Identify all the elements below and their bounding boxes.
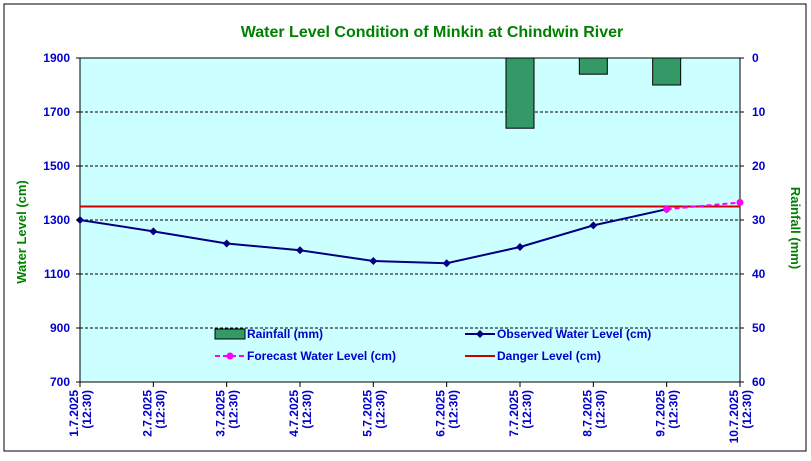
- x-tick-date: 9.7.2025: [654, 390, 668, 437]
- x-tick-label: 1.7.2025(12:30): [67, 390, 94, 437]
- x-tick-time: (12:30): [80, 390, 94, 429]
- x-tick-date: 4.7.2025: [287, 390, 301, 437]
- legend: Rainfall (mm) Observed Water Level (cm) Fo…: [214, 327, 651, 363]
- x-tick-date: 1.7.2025: [67, 390, 81, 437]
- observed-point: [149, 227, 158, 236]
- observed-point: [516, 243, 524, 251]
- y2-tick-label: 0: [752, 51, 759, 65]
- y-axis-title: Water Level (cm): [14, 180, 29, 284]
- x-tick-label: 3.7.2025(12:30): [214, 390, 241, 437]
- y-tick-label: 700: [50, 375, 70, 389]
- y-tick-label: 1300: [43, 213, 70, 227]
- legend-label: Observed Water Level (cm): [497, 327, 651, 341]
- y2-tick-label: 10: [752, 105, 766, 119]
- x-tick-date: 7.7.2025: [507, 390, 521, 437]
- x-tick-label: 4.7.2025(12:30): [287, 390, 314, 437]
- x-tick-time: (12:30): [520, 390, 534, 429]
- y2-tick-label: 60: [752, 375, 766, 389]
- y-tick-label: 900: [50, 321, 70, 335]
- y2-tick-label: 30: [752, 213, 766, 227]
- x-tick-time: (12:30): [300, 390, 314, 429]
- legend-marker-observed: [476, 330, 484, 338]
- x-tick-time: (12:30): [373, 390, 387, 429]
- x-tick-label: 9.7.2025(12:30): [654, 390, 681, 437]
- observed-point: [369, 257, 378, 266]
- forecast-point: [663, 205, 671, 213]
- x-tick-label: 2.7.2025(12:30): [140, 390, 167, 437]
- forecast-water-level-line: [666, 201, 741, 211]
- x-tick-time: (12:30): [593, 390, 607, 429]
- grid-lines: [80, 111, 740, 329]
- rainfall-bar: [505, 57, 535, 129]
- x-tick-label: 5.7.2025(12:30): [360, 390, 387, 437]
- y2-tick-label: 50: [752, 321, 766, 335]
- rainfall-bar: [652, 57, 682, 86]
- x-tick-time: (12:30): [667, 390, 681, 429]
- y-tick-label: 1900: [43, 51, 70, 65]
- rainfall-bar: [578, 57, 608, 75]
- x-tick-date: 3.7.2025: [214, 390, 228, 437]
- y-tick-label: 1100: [44, 267, 70, 281]
- x-tick-time: (12:30): [447, 390, 461, 429]
- x-tick-label: 10.7.2025(12:30): [727, 390, 754, 444]
- x-tick-date: 5.7.2025: [360, 390, 374, 437]
- x-tick-label: 6.7.2025(12:30): [434, 390, 461, 437]
- observed-point: [442, 259, 451, 268]
- x-tick-time: (12:30): [153, 390, 167, 429]
- x-tick-date: 6.7.2025: [434, 390, 448, 437]
- water-level-lines: [76, 198, 744, 268]
- chart-title: Water Level Condition of Minkin at Chind…: [241, 24, 624, 41]
- observed-point: [296, 246, 304, 255]
- x-tick-label: 7.7.2025(12:30): [507, 390, 534, 437]
- legend-marker-forecast: [226, 352, 234, 360]
- legend-swatch-rainfall: [214, 328, 246, 340]
- y2-tick-label: 40: [752, 267, 766, 281]
- y-tick-label: 1700: [43, 105, 70, 119]
- legend-label: Danger Level (cm): [497, 349, 601, 363]
- legend-label: Rainfall (mm): [247, 327, 323, 341]
- y2-tick-label: 20: [752, 159, 766, 173]
- y2-axis-title: Rainfall (mm): [788, 187, 803, 269]
- legend-label: Forecast Water Level (cm): [247, 349, 396, 363]
- rainfall-bars: [505, 57, 682, 129]
- x-tick-date: 10.7.2025: [727, 390, 741, 444]
- y-tick-label: 1500: [43, 159, 70, 173]
- x-tick-time: (12:30): [740, 390, 754, 429]
- x-tick-date: 8.7.2025: [580, 390, 594, 437]
- x-tick-label: 8.7.2025(12:30): [580, 390, 607, 437]
- observed-point: [222, 239, 231, 248]
- x-tick-time: (12:30): [227, 390, 241, 429]
- x-tick-date: 2.7.2025: [140, 390, 154, 437]
- forecast-point: [736, 198, 744, 206]
- observed-point: [589, 221, 598, 230]
